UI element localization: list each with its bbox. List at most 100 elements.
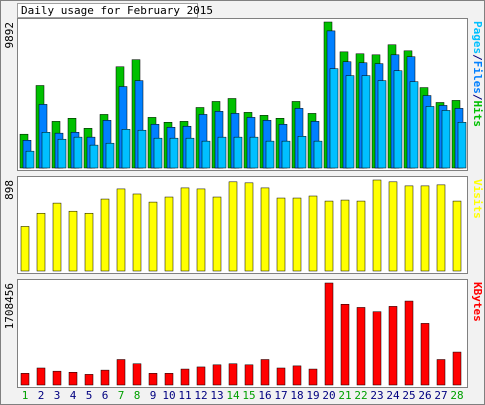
title-box xyxy=(17,3,198,18)
bar xyxy=(276,367,286,386)
bar xyxy=(260,359,270,386)
bar xyxy=(196,366,206,386)
x-tick-label: 19 xyxy=(306,389,319,402)
x-tick-label: 20 xyxy=(322,389,335,402)
y-tick-label: 9892 xyxy=(3,22,16,49)
bar xyxy=(57,138,67,169)
legend-entry: Visits xyxy=(471,179,484,219)
bar xyxy=(244,364,254,386)
bar xyxy=(297,136,307,169)
bar xyxy=(292,197,302,272)
bar xyxy=(100,198,110,272)
panel xyxy=(17,279,468,388)
bar xyxy=(308,368,318,386)
bar xyxy=(132,363,142,386)
bar xyxy=(180,187,190,272)
bar xyxy=(196,188,206,272)
bar xyxy=(228,363,238,386)
bar xyxy=(185,137,195,169)
bar xyxy=(52,370,62,386)
bar xyxy=(377,80,387,169)
bar xyxy=(361,75,371,169)
x-tick-label: 22 xyxy=(354,389,367,402)
bar xyxy=(180,368,190,386)
bar xyxy=(276,197,286,272)
bar xyxy=(388,306,398,386)
bar xyxy=(148,201,158,272)
bar xyxy=(153,137,163,169)
x-tick-label: 23 xyxy=(370,389,383,402)
bar xyxy=(148,373,158,386)
x-tick-label: 24 xyxy=(386,389,400,402)
bar xyxy=(372,179,382,272)
bar xyxy=(52,202,62,272)
legend-separator: / xyxy=(471,54,484,61)
bar xyxy=(164,196,174,272)
x-tick-label: 7 xyxy=(118,389,125,402)
x-tick-label: 4 xyxy=(70,389,77,402)
bar xyxy=(25,150,35,169)
bar xyxy=(372,311,382,386)
bar xyxy=(68,210,78,272)
bar xyxy=(132,193,142,272)
bar xyxy=(420,323,430,386)
x-tick-label: 3 xyxy=(54,389,61,402)
bar xyxy=(20,226,30,272)
bar xyxy=(393,70,403,169)
x-tick-label: 28 xyxy=(450,389,463,402)
x-tick-label: 27 xyxy=(434,389,447,402)
bar xyxy=(265,140,275,169)
bar xyxy=(404,185,414,272)
bar xyxy=(228,181,238,272)
bar xyxy=(217,136,227,169)
bar xyxy=(420,185,430,272)
bar xyxy=(436,184,446,272)
bar xyxy=(169,137,179,169)
x-tick-label: 26 xyxy=(418,389,431,402)
legend: KBytes xyxy=(471,282,484,322)
bar xyxy=(84,212,94,272)
x-tick-label: 5 xyxy=(86,389,93,402)
bar xyxy=(281,140,291,169)
x-tick-label: 11 xyxy=(178,389,191,402)
bar xyxy=(452,200,462,272)
x-tick-label: 9 xyxy=(150,389,157,402)
bar xyxy=(452,351,462,386)
bar xyxy=(212,196,222,272)
bar xyxy=(436,359,446,386)
legend: Pages/Files/Hits xyxy=(471,21,484,127)
bar xyxy=(121,129,131,169)
x-tick-label: 10 xyxy=(162,389,175,402)
x-tick-label: 17 xyxy=(274,389,287,402)
bar xyxy=(324,200,334,272)
chart-title: Daily usage for February 2015 xyxy=(21,4,213,17)
legend: Visits xyxy=(471,179,484,219)
bar xyxy=(73,136,83,169)
legend-entry: Pages xyxy=(471,21,484,54)
bar xyxy=(249,136,259,169)
bar xyxy=(308,195,318,272)
bar xyxy=(356,307,366,386)
bar xyxy=(324,282,334,386)
bar xyxy=(292,365,302,386)
bar xyxy=(201,140,211,169)
y-tick-label: 1708456 xyxy=(3,283,16,329)
bar xyxy=(404,300,414,386)
bar xyxy=(68,371,78,386)
x-tick-label: 6 xyxy=(102,389,109,402)
bar xyxy=(356,200,366,272)
legend-separator: / xyxy=(471,94,484,101)
bar xyxy=(164,373,174,386)
bar xyxy=(84,374,94,386)
legend-entry: KBytes xyxy=(471,282,484,322)
bar xyxy=(20,373,30,386)
bar xyxy=(340,303,350,386)
bar xyxy=(36,367,46,386)
bar xyxy=(212,364,222,386)
x-tick-label: 21 xyxy=(338,389,351,402)
x-tick-label: 1 xyxy=(22,389,29,402)
bar xyxy=(41,132,51,169)
x-tick-label: 14 xyxy=(226,389,240,402)
x-tick-label: 8 xyxy=(134,389,141,402)
